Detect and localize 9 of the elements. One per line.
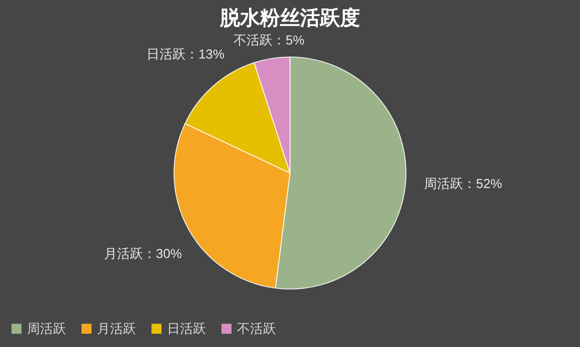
legend-label: 不活跃 [237,320,276,336]
legend-label: 周活跃 [27,320,66,336]
data-label: 月活跃：30% [104,246,182,261]
data-label: 不活跃：5% [234,32,305,48]
legend-label: 月活跃 [97,320,136,336]
data-label: 周活跃：52% [424,176,503,191]
legend-label: 日活跃 [167,320,206,336]
chart-title: 脱水粉丝活跃度 [219,6,360,30]
data-label: 日活跃：13% [146,46,225,62]
